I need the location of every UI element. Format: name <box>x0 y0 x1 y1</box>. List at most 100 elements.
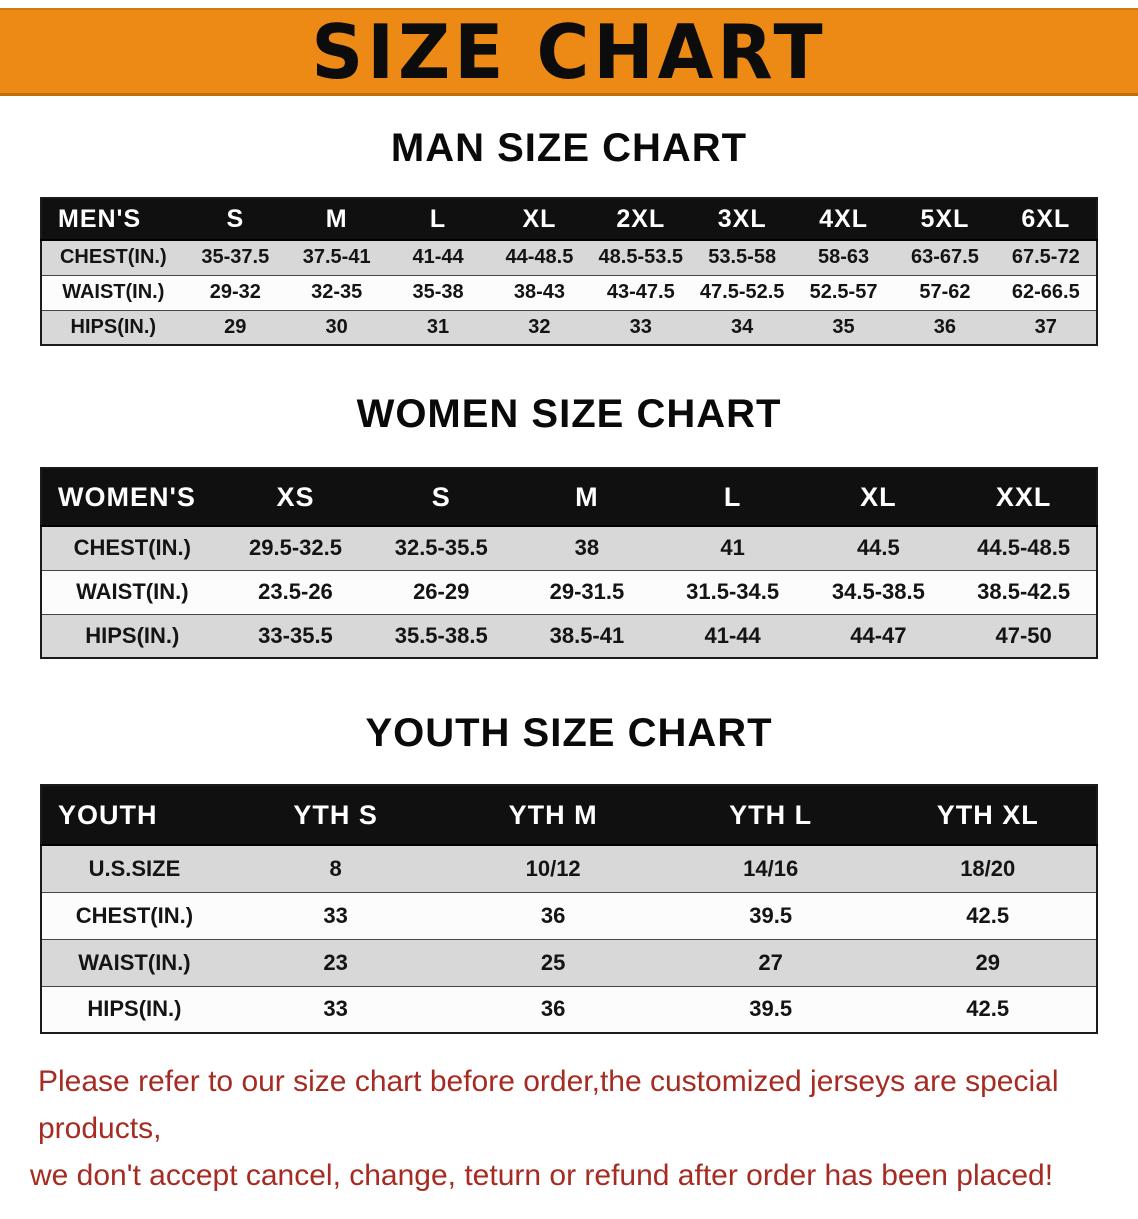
size-value-cell: 42.5 <box>966 996 1010 1022</box>
size-value-cell: 62-66.5 <box>1011 281 1080 303</box>
size-value-cell: 47.5-52.5 <box>699 281 785 303</box>
size-value-cell: 33-35.5 <box>258 622 333 648</box>
size-value-cell: 32 <box>528 315 551 338</box>
table-row: WAIST(IN.) 23 25 27 29 <box>41 939 1097 986</box>
size-chart-page: SIZE CHART MAN SIZE CHART MEN'S S M L XL 2XL 3… <box>0 8 1138 1219</box>
size-value-cell: 42.5 <box>966 902 1010 928</box>
row-label: HIPS(IN.) <box>70 315 157 338</box>
size-value-cell: 25 <box>540 949 566 975</box>
size-column-header: YTH S <box>226 785 445 845</box>
table-row: WAIST(IN.) 23.5-26 26-29 29-31.5 31.5-34.5 34… <box>41 570 1097 614</box>
size-chart-banner: SIZE CHART <box>0 8 1138 96</box>
row-label: WAIST(IN.) <box>62 281 165 303</box>
size-value-cell: 39.5 <box>749 902 793 928</box>
size-value-cell: 32.5-35.5 <box>394 535 488 561</box>
size-value-cell: 14/16 <box>743 855 799 881</box>
row-label: WAIST(IN.) <box>78 949 191 975</box>
size-value-cell: 30 <box>325 315 348 338</box>
disclaimer-line-1: Please refer to our size chart before or… <box>38 1065 1059 1145</box>
size-column-header: S <box>368 468 515 526</box>
size-value-cell: 37 <box>1034 315 1057 338</box>
size-value-cell: 34 <box>731 315 754 338</box>
size-column-header: 6XL <box>995 198 1097 240</box>
size-value-cell: 44-47 <box>850 622 907 648</box>
size-value-cell: 58-63 <box>817 246 870 269</box>
size-value-cell: 31.5-34.5 <box>686 579 780 604</box>
men-size-section: MAN SIZE CHART MEN'S S M L XL 2XL 3XL 4XL 5XL 6XL… <box>0 126 1138 346</box>
size-value-cell: 52.5-57 <box>809 281 878 303</box>
size-value-cell: 36 <box>540 902 566 928</box>
size-value-cell: 29 <box>975 949 1000 975</box>
row-label: HIPS(IN.) <box>85 622 180 648</box>
size-value-cell: 47-50 <box>995 622 1052 648</box>
men-size-table: MEN'S S M L XL 2XL 3XL 4XL 5XL 6XL CHEST(IN.) 35-37… <box>40 197 1098 346</box>
size-value-cell: 63-67.5 <box>911 246 979 269</box>
size-value-cell: 43-47.5 <box>606 281 675 303</box>
size-value-cell: 8 <box>329 855 342 881</box>
size-value-cell: 35-37.5 <box>201 246 270 269</box>
size-value-cell: 36 <box>540 996 566 1022</box>
size-value-cell: 27 <box>758 949 783 975</box>
size-value-cell: 29 <box>224 315 247 338</box>
size-value-cell: 29.5-32.5 <box>249 535 342 561</box>
size-value-cell: 35-38 <box>412 281 464 303</box>
size-value-cell: 67.5-72 <box>1011 246 1080 269</box>
size-column-header: XL <box>805 468 952 526</box>
table-corner-label: WOMEN'S <box>41 468 223 526</box>
size-value-cell: 38-43 <box>513 281 565 303</box>
size-column-header: 2XL <box>590 198 692 240</box>
size-value-cell: 44.5-48.5 <box>977 535 1071 561</box>
table-header-row: WOMEN'S XS S M L XL XXL <box>41 468 1097 526</box>
youth-table-wrap: YOUTH YTH S YTH M YTH L YTH XL U.S.SIZE 8 10/12… <box>0 784 1138 1034</box>
size-column-header: M <box>514 468 660 526</box>
size-value-cell: 41-44 <box>412 246 464 269</box>
size-column-header: 3XL <box>691 198 793 240</box>
disclaimer-line-2: we don't accept cancel, change, teturn o… <box>30 1159 1054 1192</box>
disclaimer-note: Please refer to our size chart before or… <box>0 1058 1138 1219</box>
row-label: WAIST(IN.) <box>76 579 189 604</box>
size-column-header: S <box>184 198 286 240</box>
row-label: HIPS(IN.) <box>87 996 182 1022</box>
size-column-header: YTH M <box>444 785 662 845</box>
size-column-header: XS <box>222 468 369 526</box>
table-header-row: MEN'S S M L XL 2XL 3XL 4XL 5XL 6XL <box>41 198 1097 240</box>
size-column-header: M <box>285 198 388 240</box>
size-value-cell: 48.5-53.5 <box>598 246 684 269</box>
table-row: WAIST(IN.) 29-32 32-35 35-38 38-43 43-47.5 47.… <box>41 275 1097 310</box>
row-label: CHEST(IN.) <box>73 535 191 561</box>
size-value-cell: 38.5-42.5 <box>977 579 1071 604</box>
size-value-cell: 33 <box>323 902 348 928</box>
size-value-cell: 26-29 <box>413 579 470 604</box>
size-value-cell: 29-31.5 <box>549 579 625 604</box>
size-value-cell: 41 <box>720 535 745 561</box>
size-value-cell: 44.5 <box>856 535 900 561</box>
size-value-cell: 33 <box>323 996 348 1022</box>
size-value-cell: 32-35 <box>311 281 363 303</box>
size-value-cell: 35.5-38.5 <box>394 622 488 648</box>
size-column-header: XXL <box>951 468 1097 526</box>
size-column-header: YTH XL <box>879 785 1097 845</box>
row-label: CHEST(IN.) <box>75 902 194 928</box>
size-value-cell: 18/20 <box>960 855 1016 881</box>
size-column-header: YTH L <box>661 785 880 845</box>
size-value-cell: 23 <box>323 949 348 975</box>
table-corner-label: YOUTH <box>41 785 227 845</box>
youth-section-heading: YOUTH SIZE CHART <box>365 711 773 755</box>
size-column-header: L <box>387 198 489 240</box>
size-value-cell: 10/12 <box>525 855 581 881</box>
size-value-cell: 35 <box>832 315 855 338</box>
size-value-cell: 33 <box>629 315 652 338</box>
men-table-wrap: MEN'S S M L XL 2XL 3XL 4XL 5XL 6XL CHEST(IN.) 35-37… <box>0 197 1138 346</box>
size-value-cell: 44-48.5 <box>505 246 574 269</box>
size-value-cell: 39.5 <box>749 996 793 1022</box>
table-row: CHEST(IN.) 35-37.5 37.5-41 41-44 44-48.5 48.5… <box>41 240 1097 275</box>
banner-title: SIZE CHART <box>311 7 827 96</box>
women-table-wrap: WOMEN'S XS S M L XL XXL CHEST(IN.) 29.5-32.5 32.5… <box>0 467 1138 659</box>
size-value-cell: 23.5-26 <box>258 579 333 604</box>
size-column-header: L <box>659 468 806 526</box>
women-size-table: WOMEN'S XS S M L XL XXL CHEST(IN.) 29.5-32.5 32.5… <box>40 467 1098 659</box>
table-row: HIPS(IN.) 29 30 31 32 33 34 35 36 37 <box>41 310 1097 345</box>
table-row: U.S.SIZE 8 10/12 14/16 18/20 <box>41 845 1097 892</box>
size-value-cell: 41-44 <box>704 622 761 648</box>
table-row: HIPS(IN.) 33-35.5 35.5-38.5 38.5-41 41-44 44-… <box>41 614 1097 658</box>
